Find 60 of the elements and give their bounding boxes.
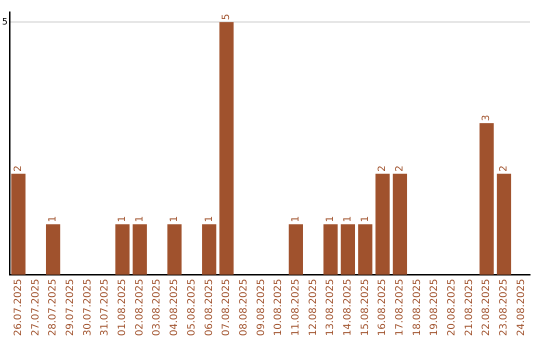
bar xyxy=(480,123,494,275)
x-tick-label: 01.08.2025 xyxy=(117,278,128,336)
bar xyxy=(340,224,356,275)
bar xyxy=(167,224,182,275)
data-label: 1 xyxy=(290,216,302,222)
x-tick-label: 26.07.2025 xyxy=(12,278,24,336)
data-label: 2 xyxy=(12,165,24,172)
x-tick-label: 12.08.2025 xyxy=(308,278,319,336)
data-label: 1 xyxy=(325,216,336,222)
x-tick-label: 18.08.2025 xyxy=(412,278,423,336)
bar xyxy=(115,224,130,275)
x-tick-label: 19.08.2025 xyxy=(429,278,440,336)
bar xyxy=(392,174,408,275)
x-tick-label: 27.07.2025 xyxy=(30,278,42,336)
bar xyxy=(202,224,216,275)
bar xyxy=(46,224,60,275)
data-label: 1 xyxy=(169,216,180,222)
x-tick-label: 07.08.2025 xyxy=(221,278,232,336)
x-tick-label: 15.08.2025 xyxy=(360,278,371,336)
x-tick-label: 23.08.2025 xyxy=(498,278,510,336)
bar xyxy=(375,174,390,275)
x-tick-label: 29.07.2025 xyxy=(65,278,76,336)
data-label: 1 xyxy=(134,216,146,222)
x-tick-label: 20.08.2025 xyxy=(446,278,458,336)
data-label: 1 xyxy=(48,216,59,222)
data-label: 5 xyxy=(221,14,232,20)
bar xyxy=(496,174,512,275)
x-tick-label: 13.08.2025 xyxy=(325,278,336,336)
x-tick-label: 28.07.2025 xyxy=(48,278,59,336)
bar xyxy=(219,22,234,275)
x-tick-label: 09.08.2025 xyxy=(256,278,267,336)
x-tick-label: 30.07.2025 xyxy=(82,278,94,336)
x-tick-label: 02.08.2025 xyxy=(134,278,146,336)
bar xyxy=(323,224,338,275)
x-tick-label: 11.08.2025 xyxy=(290,278,302,336)
bar xyxy=(288,224,303,275)
x-tick-label: 10.08.2025 xyxy=(273,278,284,336)
x-tick-label: 06.08.2025 xyxy=(204,278,215,336)
x-tick-label: 14.08.2025 xyxy=(342,278,354,336)
data-label: 2 xyxy=(377,165,388,172)
x-tick-label: 17.08.2025 xyxy=(394,278,406,336)
x-tick-label: 21.08.2025 xyxy=(464,278,475,336)
x-tick-label: 08.08.2025 xyxy=(238,278,250,336)
x-tick-label: 03.08.2025 xyxy=(152,278,163,336)
data-label: 2 xyxy=(394,165,406,172)
data-label: 1 xyxy=(342,216,354,222)
x-tick-label: 22.08.2025 xyxy=(481,278,492,336)
bar xyxy=(132,224,147,275)
bar xyxy=(11,174,26,275)
x-tick-label: 24.08.2025 xyxy=(516,278,527,336)
x-tick-label: 16.08.2025 xyxy=(377,278,388,336)
data-label: 1 xyxy=(360,216,371,222)
x-tick-label: 05.08.2025 xyxy=(186,278,198,336)
data-label: 1 xyxy=(204,216,215,222)
x-tick-label: 31.07.2025 xyxy=(100,278,111,336)
bar xyxy=(358,224,372,275)
data-label: 3 xyxy=(481,114,492,122)
data-label: 2 xyxy=(498,165,510,172)
x-tick-label: 04.08.2025 xyxy=(169,278,180,336)
data-label: 1 xyxy=(117,216,128,222)
